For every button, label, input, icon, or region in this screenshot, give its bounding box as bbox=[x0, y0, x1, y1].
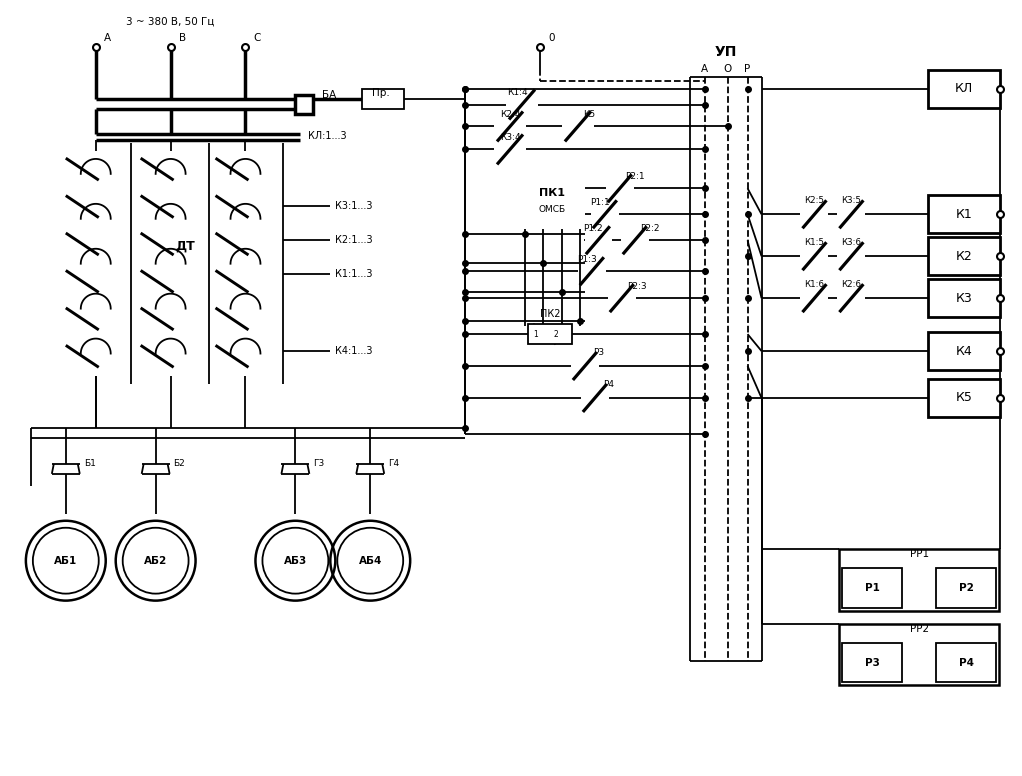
Text: ОМСБ: ОМСБ bbox=[539, 205, 565, 214]
Bar bbox=[936, 568, 996, 608]
Text: РР1: РР1 bbox=[910, 549, 929, 559]
Bar bbox=[839, 549, 1000, 611]
Bar bbox=[839, 624, 1000, 685]
Text: КЛ: КЛ bbox=[956, 82, 973, 95]
Text: Р1:2: Р1:2 bbox=[583, 223, 603, 233]
Text: Р4: Р4 bbox=[603, 379, 614, 389]
Bar bbox=[928, 279, 1001, 317]
Text: Р2:3: Р2:3 bbox=[626, 282, 647, 291]
Text: К3:5: К3:5 bbox=[841, 196, 862, 205]
Text: Р3: Р3 bbox=[865, 657, 880, 667]
Text: К3: К3 bbox=[956, 292, 973, 305]
Text: К2:6: К2:6 bbox=[841, 279, 862, 289]
Text: Г3: Г3 bbox=[314, 459, 325, 469]
Text: К2:4: К2:4 bbox=[500, 110, 520, 119]
Text: 0: 0 bbox=[548, 33, 554, 43]
Text: К3:1...3: К3:1...3 bbox=[335, 201, 373, 211]
Text: К1:1...3: К1:1...3 bbox=[335, 269, 373, 279]
Text: К2:1...3: К2:1...3 bbox=[335, 235, 373, 245]
Text: А: А bbox=[701, 64, 708, 74]
Text: АБ2: АБ2 bbox=[144, 556, 168, 566]
Text: А: А bbox=[103, 33, 110, 43]
Text: Р3: Р3 bbox=[593, 348, 604, 356]
Text: О: О bbox=[724, 64, 732, 74]
Text: 2: 2 bbox=[554, 330, 558, 338]
Text: Р1:1: Р1:1 bbox=[590, 198, 610, 207]
Bar bbox=[928, 70, 1001, 108]
Text: К5: К5 bbox=[583, 110, 595, 119]
Text: ДТ: ДТ bbox=[176, 240, 195, 253]
Text: Б1: Б1 bbox=[84, 459, 96, 469]
Text: К4: К4 bbox=[956, 345, 973, 358]
Text: КЛ:1...3: КЛ:1...3 bbox=[309, 131, 347, 141]
Bar bbox=[295, 95, 314, 115]
Bar bbox=[928, 237, 1001, 275]
Text: Р2: Р2 bbox=[959, 583, 974, 593]
Text: Р2:1: Р2:1 bbox=[624, 171, 645, 181]
Bar bbox=[928, 196, 1001, 234]
Text: К1:6: К1:6 bbox=[804, 279, 825, 289]
Bar bbox=[842, 643, 902, 682]
Text: БА: БА bbox=[322, 89, 336, 99]
Text: К3:4: К3:4 bbox=[500, 133, 520, 142]
Text: К4:1...3: К4:1...3 bbox=[335, 346, 373, 356]
Text: УП: УП bbox=[714, 44, 737, 59]
Text: В: В bbox=[179, 33, 186, 43]
Text: К2:5: К2:5 bbox=[804, 196, 825, 205]
Text: Пр.: Пр. bbox=[372, 88, 390, 98]
Text: РР2: РР2 bbox=[910, 624, 929, 633]
Text: Б2: Б2 bbox=[174, 459, 185, 469]
Text: АБ1: АБ1 bbox=[54, 556, 78, 566]
Text: Г4: Г4 bbox=[388, 459, 400, 469]
Text: Р1: Р1 bbox=[865, 583, 880, 593]
Bar bbox=[528, 324, 572, 344]
Text: К3:6: К3:6 bbox=[841, 237, 862, 247]
Bar bbox=[936, 643, 996, 682]
Text: К5: К5 bbox=[956, 391, 973, 404]
Bar bbox=[842, 568, 902, 608]
Text: Р4: Р4 bbox=[959, 657, 974, 667]
Text: ПК1: ПК1 bbox=[539, 189, 565, 199]
Text: 3 ~ 380 В, 50 Гц: 3 ~ 380 В, 50 Гц bbox=[127, 16, 215, 26]
Text: АБ3: АБ3 bbox=[284, 556, 307, 566]
Text: С: С bbox=[253, 33, 261, 43]
Bar bbox=[928, 332, 1001, 370]
Text: АБ4: АБ4 bbox=[359, 556, 382, 566]
Text: ПК2: ПК2 bbox=[540, 309, 560, 319]
Text: К1:4: К1:4 bbox=[507, 88, 527, 97]
Text: 1: 1 bbox=[533, 330, 539, 338]
Bar bbox=[362, 88, 404, 109]
Text: Р: Р bbox=[744, 64, 751, 74]
Text: К2: К2 bbox=[956, 250, 973, 263]
Text: Р2:2: Р2:2 bbox=[640, 223, 659, 233]
Text: К1:5: К1:5 bbox=[804, 237, 825, 247]
Text: Р1:3: Р1:3 bbox=[577, 255, 597, 264]
Text: К1: К1 bbox=[956, 208, 973, 221]
Bar bbox=[928, 379, 1001, 417]
